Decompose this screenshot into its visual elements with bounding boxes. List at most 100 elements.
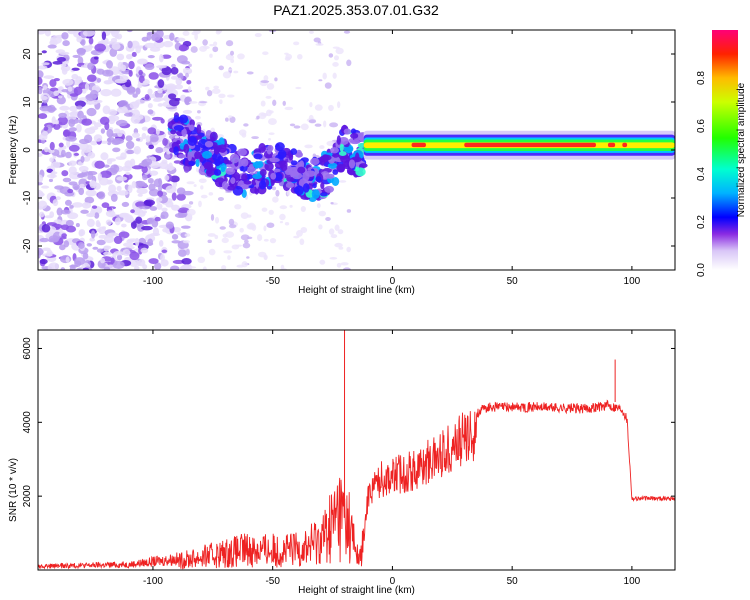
heat-speckle bbox=[346, 59, 352, 67]
heat-speckle bbox=[90, 140, 99, 146]
heat-speckle bbox=[59, 105, 70, 111]
heat-speckle bbox=[87, 62, 94, 70]
heat-ridge-blob bbox=[241, 173, 248, 182]
heat-speckle bbox=[126, 86, 136, 93]
heat-speckle bbox=[100, 257, 106, 264]
heat-speckle bbox=[100, 128, 106, 134]
heat-speckle bbox=[147, 238, 154, 246]
heat-speckle bbox=[165, 185, 177, 194]
heat-speckle bbox=[46, 249, 53, 257]
heat-ridge-blob bbox=[286, 176, 295, 182]
heat-speckle bbox=[38, 206, 43, 210]
heat-speckle bbox=[324, 82, 332, 89]
heat-speckle bbox=[81, 88, 87, 94]
heat-speckle bbox=[53, 90, 59, 97]
heat-speckle bbox=[114, 217, 121, 226]
heat-speckle bbox=[110, 193, 118, 202]
heat-speckle bbox=[109, 48, 118, 57]
heat-speckle bbox=[156, 203, 163, 210]
heat-speckle bbox=[130, 220, 137, 230]
heat-ridge-blob bbox=[311, 189, 320, 199]
heat-speckle bbox=[230, 50, 235, 56]
heat-speckle bbox=[293, 125, 301, 129]
heat-speckle bbox=[38, 152, 43, 157]
heat-speckle bbox=[116, 254, 123, 261]
bottom-y-tick-label: 2000 bbox=[22, 485, 33, 508]
heat-speckle bbox=[153, 40, 165, 49]
heat-speckle bbox=[103, 245, 112, 250]
heat-speckle bbox=[329, 122, 339, 128]
heat-speckle bbox=[169, 175, 180, 183]
heat-ridge-blob bbox=[350, 128, 357, 135]
heat-speckle bbox=[325, 216, 331, 222]
heat-speckle bbox=[62, 145, 67, 150]
heat-speckle bbox=[260, 100, 266, 107]
heat-speckle bbox=[330, 202, 334, 205]
heat-speckle bbox=[103, 164, 110, 168]
heat-speckle bbox=[256, 115, 260, 120]
heat-speckle bbox=[337, 229, 344, 235]
heat-speckle bbox=[257, 251, 267, 258]
heat-speckle bbox=[308, 30, 314, 34]
heat-speckle bbox=[74, 100, 86, 108]
heat-speckle bbox=[182, 109, 193, 114]
heat-speckle bbox=[97, 191, 106, 200]
heat-speckle bbox=[85, 189, 97, 197]
heat-speckle bbox=[116, 106, 129, 114]
heat-speckle bbox=[136, 188, 148, 195]
heat-speckle bbox=[125, 216, 135, 223]
heat-speckle bbox=[75, 123, 82, 133]
heat-ridge-blob bbox=[183, 143, 190, 154]
heat-speckle bbox=[50, 161, 61, 169]
heat-speckle bbox=[193, 30, 201, 35]
heat-speckle bbox=[103, 251, 112, 256]
heat-speckle bbox=[68, 127, 77, 132]
heat-speckle bbox=[137, 82, 143, 89]
heat-speckle bbox=[114, 78, 127, 84]
heat-speckle bbox=[315, 43, 324, 46]
heat-speckle bbox=[126, 149, 135, 155]
top-y-tick-label: 20 bbox=[22, 48, 33, 60]
heat-speckle bbox=[88, 37, 94, 45]
heat-speckle bbox=[52, 60, 63, 65]
heat-speckle bbox=[131, 132, 140, 138]
heat-ridge-blob bbox=[225, 167, 236, 175]
heat-speckle bbox=[129, 251, 140, 261]
heat-speckle bbox=[122, 249, 131, 257]
heat-speckle bbox=[328, 104, 334, 112]
heat-speckle bbox=[159, 53, 164, 63]
heat-speckle bbox=[117, 190, 129, 196]
heat-speckle bbox=[171, 234, 179, 240]
heat-speckle bbox=[60, 267, 66, 270]
heat-speckle bbox=[295, 86, 302, 90]
bottom-y-axis-label: SNR (10 * v/v) bbox=[8, 458, 19, 522]
heat-speckle bbox=[268, 137, 272, 141]
heat-ridge-blob bbox=[253, 153, 263, 160]
heat-speckle bbox=[166, 224, 174, 228]
heat-speckle bbox=[89, 237, 96, 242]
heat-speckle bbox=[174, 212, 187, 219]
heat-speckle bbox=[237, 53, 245, 60]
heat-speckle bbox=[84, 196, 95, 204]
heat-ridge-blob bbox=[320, 192, 328, 197]
heat-speckle bbox=[316, 203, 321, 209]
heat-ridge-blob bbox=[280, 164, 288, 172]
heat-speckle bbox=[342, 267, 351, 270]
heat-speckle bbox=[73, 152, 80, 156]
heat-speckle bbox=[76, 105, 83, 110]
heat-speckle bbox=[279, 213, 286, 221]
heat-speckle bbox=[263, 225, 267, 232]
heat-speckle bbox=[112, 252, 117, 258]
heat-speckle bbox=[186, 79, 192, 85]
heat-speckle bbox=[78, 229, 84, 237]
heat-speckle bbox=[116, 185, 122, 192]
heat-speckle bbox=[67, 30, 77, 35]
heat-speckle bbox=[336, 262, 342, 268]
heat-speckle bbox=[47, 44, 57, 49]
heat-ridge-blob bbox=[332, 169, 339, 175]
heat-speckle bbox=[127, 238, 139, 242]
heat-speckle bbox=[268, 118, 277, 126]
heat-ridge-blob bbox=[297, 166, 306, 174]
heat-speckle bbox=[188, 101, 198, 104]
heat-speckle bbox=[246, 71, 254, 75]
